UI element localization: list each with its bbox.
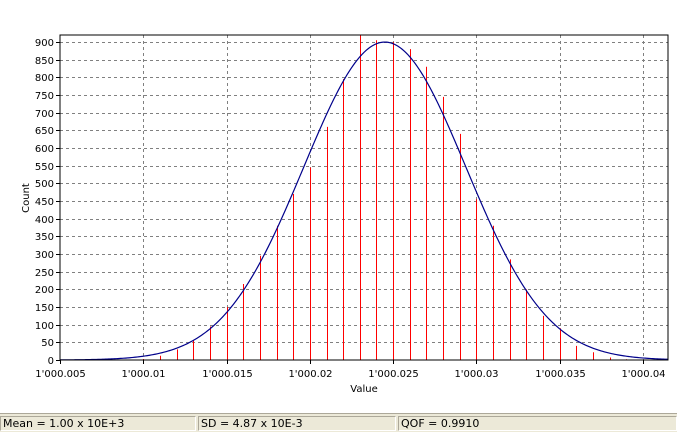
x-tick-label: 1'000.005 <box>35 369 85 380</box>
grid-lines <box>60 35 668 360</box>
y-tick-label: 100 <box>35 321 54 332</box>
normal-fit-curve <box>59 41 669 361</box>
histogram-chart: 1'000.005 1'000.01 1'000.015 1'000.02 1'000.… <box>21 34 669 395</box>
x-tick-label: 1'000.015 <box>202 369 252 380</box>
y-tick-label: 250 <box>35 268 54 279</box>
y-tick-label: 400 <box>35 215 54 226</box>
status-bar: Mean = 1.00 x 10E+3 SD = 4.87 x 10E-3 QO… <box>0 413 677 432</box>
y-tick-label: 800 <box>35 73 54 84</box>
plot-area <box>59 34 669 361</box>
x-tick-label: 1'000.01 <box>121 369 165 380</box>
x-tick-label: 1'000.025 <box>368 369 418 380</box>
y-tick-label: 0 <box>48 356 54 367</box>
y-tick-label: 450 <box>35 197 54 208</box>
y-tick-label: 650 <box>35 126 54 137</box>
y-tick-label: 600 <box>35 144 54 155</box>
y-tick-label: 550 <box>35 162 54 173</box>
y-tick-label: 50 <box>41 338 54 349</box>
y-tick-label: 350 <box>35 232 54 243</box>
plot-border <box>59 34 669 361</box>
x-tick-label: 1'000.04 <box>621 369 665 380</box>
y-tick-label: 750 <box>35 91 54 102</box>
y-tick-label: 300 <box>35 250 54 261</box>
y-axis-title: Count <box>21 183 32 213</box>
x-tick-label: 1'000.035 <box>535 369 585 380</box>
y-tick-label: 150 <box>35 303 54 314</box>
y-tick-label: 900 <box>35 38 54 49</box>
x-axis-title: Value <box>350 384 377 395</box>
y-tick-label: 850 <box>35 56 54 67</box>
x-axis-ticks: 1'000.005 1'000.01 1'000.015 1'000.02 1'000.… <box>35 360 666 380</box>
y-tick-label: 200 <box>35 285 54 296</box>
y-tick-label: 700 <box>35 109 54 120</box>
y-axis-ticks: 0 50 100 150 200 250 300 350 400 450 500 550 600 650 7… <box>35 38 60 367</box>
status-mean: Mean = 1.00 x 10E+3 <box>0 416 196 431</box>
x-tick-label: 1'000.03 <box>454 369 498 380</box>
status-qof: QOF = 0.9910 <box>398 416 677 431</box>
status-sd: SD = 4.87 x 10E-3 <box>198 416 396 431</box>
x-tick-label: 1'000.02 <box>288 369 332 380</box>
histogram-bars <box>143 35 627 360</box>
y-tick-label: 500 <box>35 179 54 190</box>
